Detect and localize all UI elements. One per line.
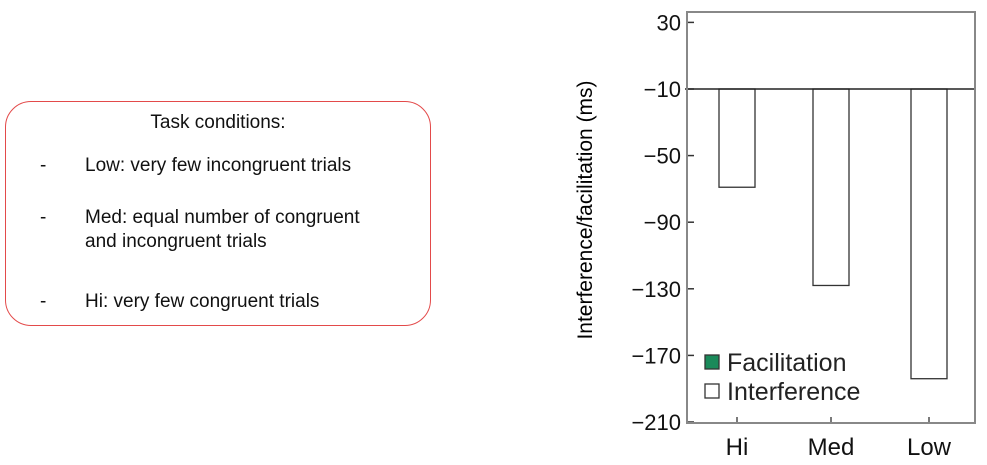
condition-text: Med: equal number of congruent and incon…: [85, 207, 360, 252]
bars: [718, 88, 948, 380]
y-tick-label: −90: [644, 210, 681, 235]
x-tick-label: Low: [907, 434, 952, 461]
legend-label: Interference: [727, 378, 860, 406]
bar-med: [812, 88, 850, 287]
bullet-dash: -: [40, 207, 47, 228]
y-tick-label: −50: [644, 144, 681, 169]
y-tick-label: −10: [644, 77, 681, 102]
condition-text: Low: very few incongruent trials: [85, 155, 352, 176]
y-tick-label: −210: [631, 410, 681, 435]
x-tick-label: Med: [808, 434, 855, 461]
task-conditions-box: Task conditions: - Low: very few incongr…: [5, 101, 431, 326]
bar-low: [910, 88, 948, 380]
legend-swatch: [704, 383, 720, 399]
bullet-dash: -: [40, 155, 47, 176]
y-axis-label: Interference/facilitation (ms): [574, 80, 597, 339]
interference-bar-chart: Interference/facilitation (ms) 30 −10 −50 −…: [574, 10, 976, 461]
condition-text: Hi: very few congruent trials: [85, 291, 320, 312]
legend-swatch: [704, 354, 720, 370]
bullet-dash: -: [40, 291, 47, 312]
legend-label: Facilitation: [727, 349, 847, 377]
y-tick-label: −130: [631, 277, 681, 302]
y-tick-label: 30: [657, 10, 681, 35]
x-axis-labels: Hi Med Low: [726, 417, 952, 461]
plot-frame: [686, 11, 976, 424]
bar-hi: [718, 88, 756, 188]
x-tick-label: Hi: [726, 434, 749, 461]
y-tick-label: −170: [631, 343, 681, 368]
task-conditions-title: Task conditions:: [150, 112, 286, 133]
y-axis-ticks: 30 −10 −50 −90 −130 −170 −210: [631, 10, 694, 435]
